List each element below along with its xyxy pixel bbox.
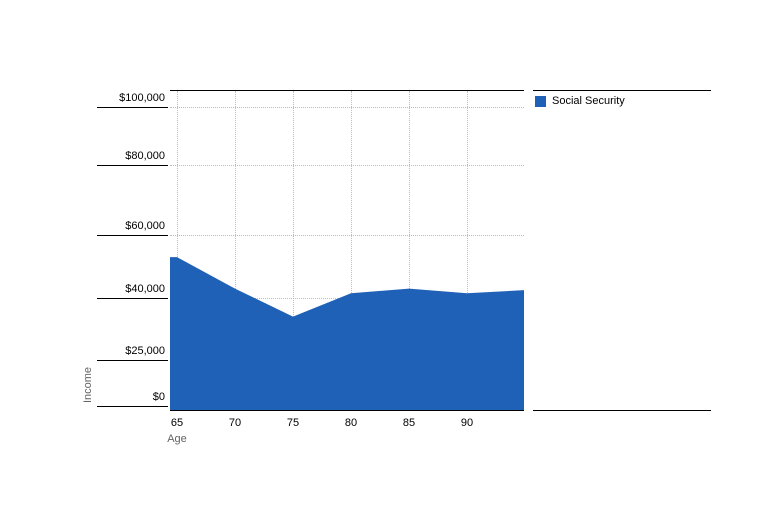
plot-area [170, 257, 524, 410]
y-tick-line [97, 165, 168, 166]
x-tick-label: 75 [286, 417, 300, 429]
x-axis-title: Age [167, 433, 187, 445]
plot-top-border [170, 90, 524, 91]
y-tick-label: $25,000 [125, 345, 165, 357]
y-tick-label: $0 [152, 391, 165, 403]
y-tick-label: $80,000 [125, 150, 165, 162]
x-tick-label: 80 [344, 417, 358, 429]
y-tick-label: $40,000 [125, 283, 165, 295]
y-tick-label: $60,000 [125, 220, 165, 232]
v-gridline [467, 91, 468, 409]
y-tick-line [97, 107, 168, 108]
v-gridline [235, 91, 236, 409]
y-tick-line [97, 360, 168, 361]
x-tick-label: 70 [228, 417, 242, 429]
y-tick-line [97, 235, 168, 236]
legend-panel-top-border [533, 90, 711, 91]
legend-panel-bottom-border [533, 410, 711, 411]
v-gridline [351, 91, 352, 409]
v-gridline [177, 91, 178, 409]
h-gridline [170, 107, 524, 108]
x-tick-label: 65 [170, 417, 184, 429]
y-tick-line [97, 406, 168, 407]
v-gridline [293, 91, 294, 409]
y-tick-line [97, 298, 168, 299]
v-gridline [409, 91, 410, 409]
x-tick-label: 90 [460, 417, 474, 429]
x-tick-label: 85 [402, 417, 416, 429]
h-gridline [170, 235, 524, 236]
series-social-security-area [170, 257, 524, 410]
plot-bottom-border [170, 410, 524, 411]
legend-label-social-security: Social Security [552, 95, 625, 107]
legend: Social Security [535, 95, 625, 107]
h-gridline [170, 165, 524, 166]
y-tick-label: $100,000 [119, 92, 165, 104]
legend-swatch-social-security [535, 95, 546, 107]
y-axis-title: Income [82, 366, 94, 404]
